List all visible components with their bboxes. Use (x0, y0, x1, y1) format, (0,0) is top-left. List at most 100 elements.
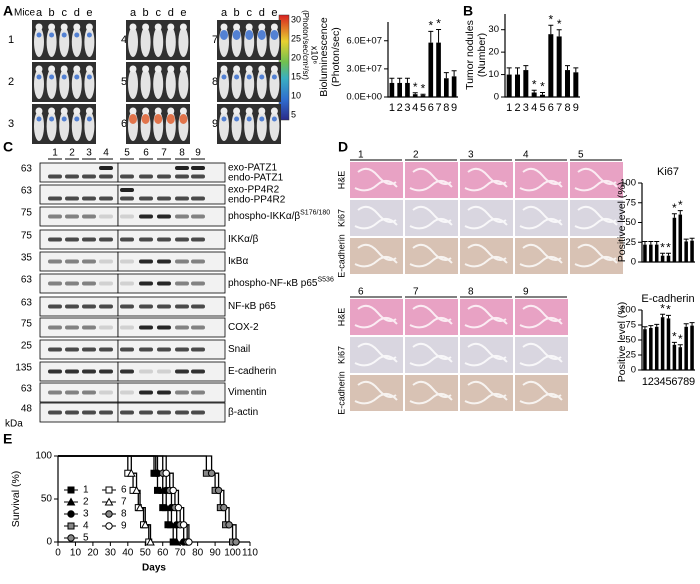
legend-label: 1 (83, 485, 89, 496)
mw-label: 35 (21, 253, 33, 264)
column-label: 5 (578, 150, 584, 161)
signal (246, 116, 252, 122)
protein-label: COX-2 (228, 322, 259, 333)
signal (221, 116, 227, 122)
mw-label: 63 (21, 186, 33, 197)
y-tick-label: 50 (625, 335, 636, 346)
signal (49, 32, 55, 38)
mouse-head (60, 23, 68, 31)
signal (61, 74, 67, 80)
signal (246, 74, 252, 80)
signal (179, 114, 188, 124)
band (99, 174, 113, 179)
x-tick-label: 110 (242, 548, 258, 559)
bar (678, 214, 683, 262)
colorbar-unit: (Photon/sec/cm²/sr) (301, 10, 310, 80)
tissue (519, 243, 563, 268)
tissue (354, 205, 398, 230)
tissue (464, 380, 508, 405)
mouse-head (48, 23, 56, 31)
lane-label: 2 (69, 148, 75, 159)
band (175, 259, 189, 264)
mw-label: 63 (21, 384, 33, 395)
tissue (574, 243, 618, 268)
group-label: 9 (212, 118, 218, 130)
mouse-head (270, 107, 278, 115)
tissue (519, 167, 563, 192)
bar (412, 94, 418, 97)
tissue (409, 243, 453, 268)
signal (271, 74, 277, 80)
x-tick-label: 4 (531, 102, 537, 114)
protein-label: Vimentin (228, 387, 267, 398)
band (120, 325, 134, 330)
tissue (409, 304, 453, 329)
mouse (128, 27, 138, 57)
band (139, 347, 153, 352)
mouse-head (154, 65, 162, 73)
blot (117, 317, 226, 338)
mouse-head (220, 107, 228, 115)
micrograph (350, 200, 403, 236)
legend-marker (66, 497, 76, 506)
micrograph (460, 375, 513, 411)
x-tick-label: 9 (451, 102, 457, 114)
significance: * (672, 201, 677, 215)
x-tick-label: 1 (506, 102, 512, 114)
bar (451, 76, 457, 97)
x-tick-label: 30 (105, 548, 117, 559)
protein-label: IκBα (228, 256, 248, 267)
blot (117, 402, 226, 423)
mouse-head (35, 23, 43, 31)
mouse (59, 69, 70, 99)
mw-label: 75 (21, 231, 33, 242)
band (191, 281, 205, 286)
x-tick-label: 0 (55, 548, 61, 559)
significance: * (660, 240, 665, 254)
mouse-head (85, 65, 93, 73)
mouse (34, 111, 44, 141)
lane-label: 7 (161, 148, 167, 159)
column-label: d (259, 7, 265, 19)
x-tick-label: 60 (157, 548, 169, 559)
mw-label: 63 (21, 164, 33, 175)
band (139, 259, 153, 264)
band (99, 259, 113, 264)
mouse (269, 111, 280, 141)
column-label: 1 (358, 150, 364, 161)
bar (436, 42, 441, 97)
protein-label: E-cadherin (228, 366, 276, 377)
band (65, 214, 79, 219)
bar (515, 74, 520, 97)
band (48, 237, 62, 242)
legend-marker (67, 534, 75, 542)
bar (420, 95, 426, 97)
legend-marker (105, 486, 113, 494)
band (139, 214, 153, 219)
mice-label: Mice (14, 8, 36, 19)
mouse-head (220, 65, 228, 73)
mouse-head (179, 65, 187, 73)
tissue (409, 167, 453, 192)
error-bar (565, 65, 570, 71)
band (99, 410, 113, 415)
y-tick-label: 0.0E+00 (346, 92, 382, 103)
signal (232, 30, 241, 40)
micrograph (350, 337, 403, 373)
error-bar (451, 70, 457, 77)
band (82, 196, 96, 201)
band (48, 196, 62, 201)
signal (221, 74, 227, 80)
y-tick-label: 25 (625, 350, 636, 361)
tissue (574, 205, 618, 230)
mouse-head (245, 23, 253, 31)
error-bar (689, 322, 695, 326)
x-tick-label: 6 (548, 102, 554, 114)
signal (154, 114, 163, 124)
micrograph (350, 238, 403, 274)
tissue (519, 205, 563, 230)
legend-marker (105, 522, 113, 530)
group-label: 5 (121, 76, 127, 88)
legend-marker (67, 510, 75, 518)
error-bar (428, 30, 434, 43)
